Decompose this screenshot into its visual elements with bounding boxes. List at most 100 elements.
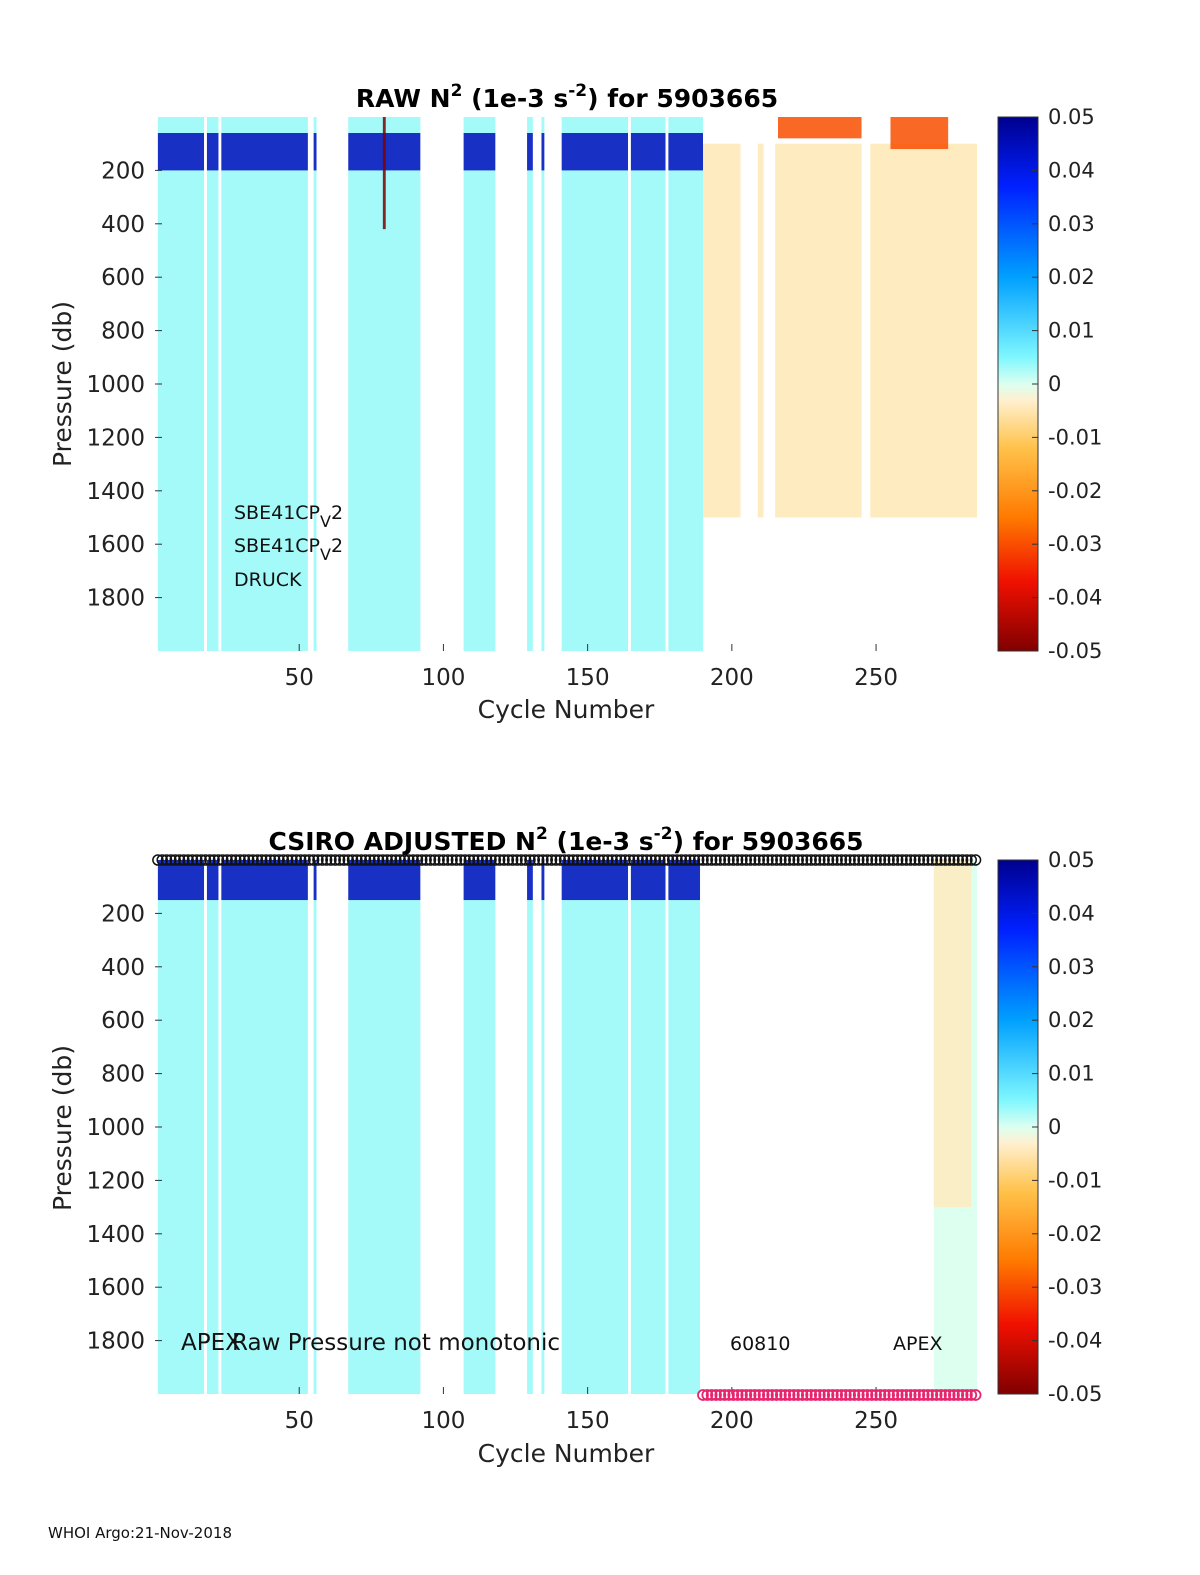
- flag-marker-top: [926, 854, 939, 866]
- missing-cycle-gap-1: [218, 117, 222, 651]
- flag-marker-bottom: [714, 1389, 727, 1401]
- flag-marker-top: [242, 854, 255, 866]
- flag-marker-top: [541, 854, 554, 866]
- flag-marker-top: [230, 854, 242, 866]
- y-tick-label-1200: 1200: [86, 425, 145, 451]
- flag-marker-bottom: [736, 1389, 748, 1401]
- x-tick-label-100: 100: [421, 665, 465, 691]
- flag-marker-bottom: [757, 1389, 770, 1401]
- flag-marker-top: [961, 854, 973, 866]
- flag-marker-top: [827, 854, 839, 866]
- flag-marker-top: [325, 854, 337, 866]
- flag-marker-top: [385, 854, 398, 866]
- flag-marker-top: [697, 854, 709, 866]
- adjusted-axes: 50 100 150 200 250 200 400 600 800 1000 1200 1400 16…: [86, 901, 898, 1434]
- flag-marker-top: [390, 854, 402, 866]
- flag-marker-top: [684, 854, 696, 866]
- flag-marker-bottom: [835, 1389, 848, 1401]
- flag-marker-bottom: [723, 1389, 735, 1401]
- flag-marker-top: [952, 854, 965, 866]
- flag-marker-bottom: [865, 1389, 878, 1401]
- flag-marker-top: [299, 854, 311, 866]
- adjusted-title: CSIRO ADJUSTED N2 (1e-3 s-2) for 5903665: [268, 824, 863, 856]
- flag-marker-top: [930, 854, 943, 866]
- flag-marker-top: [502, 854, 515, 866]
- flag-marker-top: [472, 854, 484, 866]
- y-tick-label-1600: 1600: [86, 532, 145, 558]
- flag-marker-bottom: [935, 1389, 947, 1401]
- colorbar-tick-label-0: 0.05: [1048, 848, 1095, 872]
- y-tick-label-1400: 1400: [86, 1222, 145, 1248]
- flag-marker-top: [489, 854, 502, 866]
- flag-marker-top: [528, 854, 541, 866]
- colorbar-tick-label-2: 0.03: [1048, 955, 1095, 979]
- flag-marker-top: [623, 854, 636, 866]
- flag-marker-top: [485, 854, 497, 866]
- flag-marker-top: [844, 854, 856, 866]
- colorbar-tick-label-0: 0.05: [1048, 105, 1095, 129]
- flag-marker-top: [710, 854, 722, 866]
- flag-marker-top: [294, 854, 307, 866]
- flag-marker-top: [852, 854, 865, 866]
- missing-cycle-gap-3: [316, 860, 349, 1394]
- flag-marker-top: [606, 854, 618, 866]
- colorbar-tick-label-5: 0: [1048, 1115, 1061, 1139]
- adjusted-flag-markers: [152, 854, 982, 1401]
- flag-marker-bottom: [926, 1389, 939, 1401]
- missing-cycle-gap-5: [495, 117, 528, 651]
- annotation-apex-right: APEX: [893, 1333, 942, 1355]
- flag-marker-bottom: [805, 1389, 818, 1401]
- flag-marker-bottom: [787, 1389, 800, 1401]
- flag-marker-bottom: [857, 1389, 869, 1401]
- adjusted-colorbar: 0.05 0.04 0.03 0.02 0.01 0 -0.01 -0.02 -0.03 -0.0…: [997, 848, 1102, 1406]
- flag-marker-top: [796, 854, 809, 866]
- flag-marker-top: [679, 854, 692, 866]
- flag-marker-top: [935, 854, 947, 866]
- flag-marker-top: [225, 854, 238, 866]
- flag-marker-bottom: [874, 1389, 887, 1401]
- flag-marker-bottom: [848, 1389, 861, 1401]
- annotation-apex-left: APEX: [181, 1330, 241, 1356]
- flag-marker-top: [506, 854, 519, 866]
- flag-marker-top: [744, 854, 757, 866]
- flag-marker-bottom: [718, 1389, 731, 1401]
- flag-marker-bottom: [870, 1389, 882, 1401]
- flag-marker-top: [346, 854, 359, 866]
- flag-marker-top: [454, 854, 467, 866]
- flag-marker-top: [476, 854, 489, 866]
- adjusted-heatmap: [157, 860, 977, 1394]
- flag-marker-top: [584, 854, 597, 866]
- flag-marker-top: [662, 854, 675, 866]
- raw-title: RAW N2 (1e-3 s-2) for 5903665: [356, 81, 778, 113]
- flag-marker-top: [519, 854, 532, 866]
- flag-marker-bottom: [727, 1389, 740, 1401]
- flag-marker-bottom: [731, 1389, 744, 1401]
- colorbar-tick-label-1: 0.04: [1048, 901, 1095, 925]
- flag-marker-bottom: [705, 1389, 718, 1401]
- y-tick-label-600: 600: [101, 1008, 145, 1034]
- annotation-serial: 60810: [730, 1333, 790, 1355]
- flag-marker-top: [671, 854, 683, 866]
- x-tick-label-100: 100: [421, 1408, 465, 1434]
- colorbar-tick-label-10: -0.05: [1048, 639, 1102, 663]
- colorbar-tick-label-4: 0.01: [1048, 319, 1095, 343]
- flag-marker-bottom: [697, 1389, 709, 1401]
- flag-marker-top: [169, 854, 181, 866]
- flag-marker-top: [718, 854, 731, 866]
- flag-marker-top: [602, 854, 614, 866]
- flag-marker-top: [822, 854, 835, 866]
- flag-marker-top: [736, 854, 748, 866]
- flag-marker-bottom: [930, 1389, 943, 1401]
- flag-marker-top: [805, 854, 817, 866]
- flag-marker-bottom: [904, 1389, 917, 1401]
- x-tick-label-250: 250: [854, 1408, 898, 1434]
- colorbar-tick-label-6: -0.01: [1048, 425, 1102, 449]
- flag-marker-top: [749, 854, 761, 866]
- x-tick-label-50: 50: [285, 1408, 314, 1434]
- flag-marker-top: [917, 854, 930, 866]
- flag-marker-top: [186, 854, 199, 866]
- flag-marker-bottom: [796, 1389, 809, 1401]
- flag-marker-top: [965, 854, 977, 866]
- raw-sensor-annotations: SBE41CPV2 SBE41CPV2 DRUCK: [234, 502, 343, 591]
- flag-marker-top: [178, 854, 190, 866]
